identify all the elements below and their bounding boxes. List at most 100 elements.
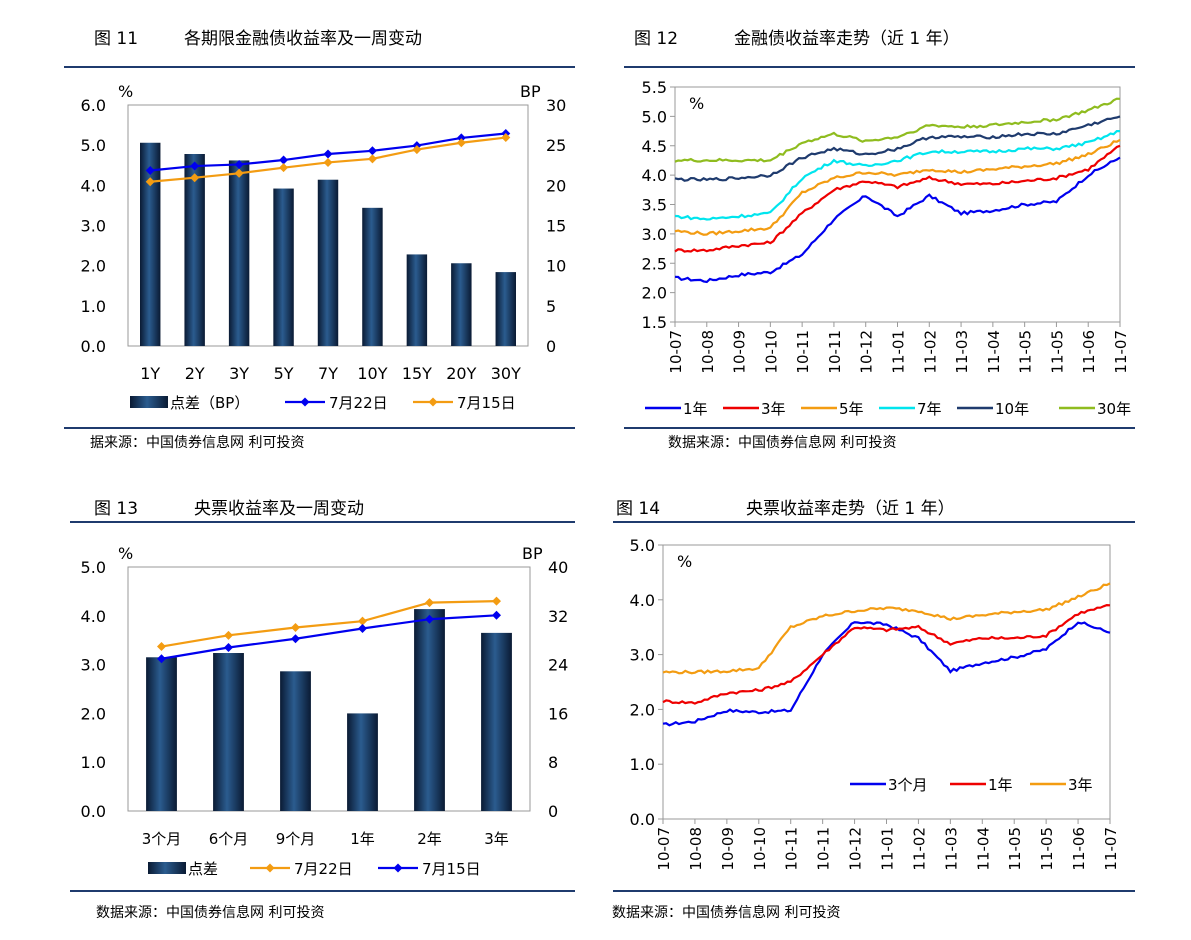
bar [140,142,161,346]
category-label: 7Y [318,364,338,383]
axis-unit: % [689,94,704,113]
x-tick-label: 11-05 [1006,827,1024,871]
series-line [674,97,1121,163]
y-tick-label: 3.0 [642,225,667,244]
right-axis-unit: BP [520,82,541,101]
series-marker [412,145,422,155]
source-note: 据来源：中国债券信息网 利可投资 [90,435,305,451]
x-tick-label: 10-07 [655,827,673,871]
left-tick-label: 1.0 [81,297,106,316]
category-label: 1年 [350,830,375,848]
bar [317,179,339,346]
bar [184,154,205,346]
series-marker [492,610,501,620]
legend-label: 5年 [839,400,864,418]
x-tick-label: 11-07 [1102,827,1120,871]
x-tick-label: 10-11 [815,827,833,871]
x-tick-label: 10-08 [687,827,705,871]
right-tick-label: 40 [548,558,568,577]
right-tick-label: 5 [546,297,556,316]
x-tick-label: 10-12 [858,330,876,374]
header-rule [70,521,575,523]
right-tick-label: 0 [546,337,556,356]
x-tick-label: 11-05 [1017,330,1035,374]
legend-label: 3个月 [888,776,928,794]
legend-label: 7月15日 [422,860,481,878]
footer-rule [64,427,575,429]
bar [146,657,177,811]
category-label: 3年 [484,830,509,848]
series-line [674,144,1121,253]
series-marker [224,643,233,653]
axis-unit: % [677,552,692,571]
y-tick-label: 3.0 [630,646,655,665]
y-tick-label: 5.0 [630,536,655,555]
footer-rule [624,427,1135,429]
left-tick-label: 5.0 [81,136,106,155]
bar [280,671,311,811]
y-tick-label: 0.0 [630,810,655,829]
category-label: 9个月 [276,830,316,848]
series-marker [456,138,466,148]
legend-label: 3年 [761,400,786,418]
x-tick-label: 11-06 [1080,330,1098,374]
y-tick-label: 3.5 [642,196,667,215]
plot-frame [674,86,1121,323]
legend-label: 10年 [995,400,1029,418]
series-line [674,138,1121,236]
x-tick-label: 10-11 [783,827,801,871]
left-tick-label: 2.0 [81,704,106,723]
figure-number: 图 13 [94,499,139,519]
right-tick-label: 16 [548,704,568,723]
y-tick-label: 5.0 [642,107,667,126]
category-label: 1Y [140,364,160,383]
left-tick-label: 4.0 [81,607,106,626]
left-tick-label: 3.0 [81,217,106,236]
x-tick-label: 11-03 [942,827,960,871]
bar [213,653,244,811]
bar [228,160,250,346]
category-label: 2年 [417,830,442,848]
series-marker [291,634,300,644]
chart-figure-11: % BP 0.0 0 1.0 5 2.0 10 3.0 15 4.0 20 5.0 25 6.0 30 1Y 2Y… [81,82,567,412]
right-tick-label: 10 [546,257,566,276]
category-label: 20Y [446,364,476,383]
x-tick-label: 11-04 [974,827,992,871]
legend-label: 点差（BP） [170,394,249,412]
x-tick-label: 10-10 [762,330,780,374]
right-tick-label: 24 [548,656,568,675]
legend-label: 7月22日 [294,860,353,878]
series-line [161,600,497,648]
x-tick-label: 11-03 [953,330,971,374]
figure-number: 图 11 [94,29,139,49]
series-marker [291,623,300,633]
series-marker [323,157,333,167]
series-marker [367,146,377,156]
right-tick-label: 25 [546,136,566,155]
series-marker [190,173,200,183]
series-line [674,156,1121,284]
left-axis-unit: % [118,544,133,563]
header-rule [64,66,575,68]
figure-caption: 央票收益率走势（近 1 年） [746,499,955,519]
legend-label: 3年 [1068,776,1093,794]
x-tick-label: 11-02 [910,827,928,871]
category-label: 15Y [402,364,432,383]
bar [273,188,294,346]
legend-marker [393,863,403,873]
left-tick-label: 1.0 [81,753,106,772]
y-tick-label: 1.5 [642,313,667,332]
series-marker [425,614,434,624]
series-marker [279,163,289,173]
series-line [662,582,1111,675]
series-marker [367,154,377,164]
series-marker [279,155,289,165]
source-note: 数据来源：中国债券信息网 利可投资 [96,905,325,921]
legend-bar-swatch [130,396,168,408]
legend-label: 点差 [188,860,218,878]
series-marker [358,616,367,626]
legend-label: 7年 [917,400,942,418]
y-tick-label: 1.0 [630,755,655,774]
x-tick-label: 10-09 [719,827,737,871]
x-tick-label: 11-04 [985,330,1003,374]
